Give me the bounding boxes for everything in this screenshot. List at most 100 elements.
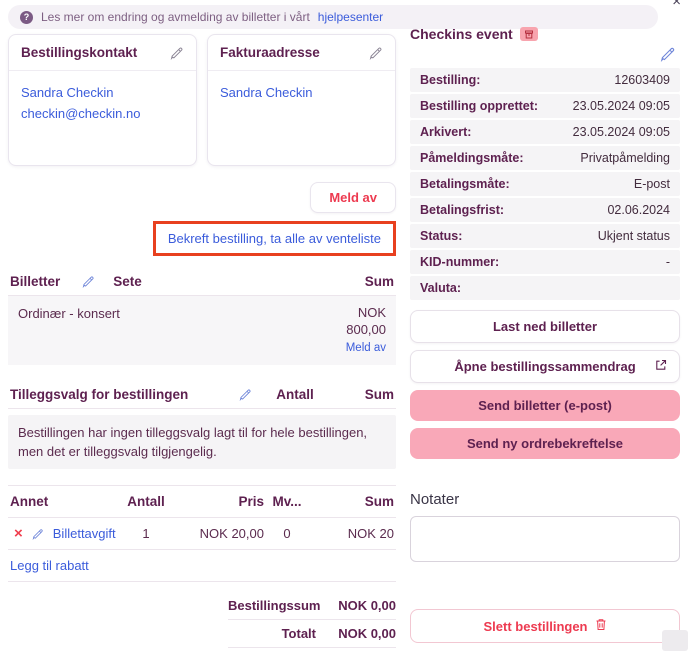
help-banner: ? Les mer om endring og avmelding av bil…: [8, 5, 658, 29]
archived-badge-icon: [519, 27, 538, 41]
event-title: Checkins event: [410, 26, 513, 42]
addons-empty-text: Bestillingen har ingen tilleggsvalg lagt…: [8, 415, 396, 469]
notes-textarea[interactable]: [410, 516, 680, 562]
other-title: Annet: [10, 494, 49, 509]
send-order-confirmation-button[interactable]: Send ny ordrebekreftelse: [410, 428, 680, 459]
booking-contact-header: Bestillingskontakt: [9, 35, 196, 71]
invoice-address-name[interactable]: Sandra Checkin: [220, 85, 313, 100]
detail-row: Påmeldingsmåte: Privatpåmelding: [410, 146, 680, 170]
detail-value: 23.05.2024 09:05: [572, 99, 670, 113]
tickets-title: Billetter: [10, 274, 61, 289]
total-row: Totalt NOK 0,00: [228, 620, 396, 648]
event-edit-row: [410, 44, 680, 68]
detail-value: Privatpåmelding: [580, 151, 670, 165]
fee-sum: NOK 20: [347, 526, 394, 541]
detail-label: Arkivert:: [420, 125, 472, 139]
detail-label: Status:: [420, 229, 463, 243]
confirm-row: Bekreft bestilling, ta alle av ventelist…: [8, 221, 396, 256]
other-header: Annet Antall Pris Mv... Sum: [8, 485, 396, 518]
send-tickets-button[interactable]: Send billetter (e-post): [410, 390, 680, 421]
edit-booking-contact-icon[interactable]: [170, 46, 184, 60]
question-icon: ?: [20, 10, 33, 24]
ticket-name: Ordinær - konsert: [18, 306, 120, 321]
addons-col-sum: Sum: [364, 387, 394, 402]
open-order-summary-button[interactable]: Åpne bestillingssammendrag: [410, 350, 680, 383]
addons-col-qty: Antall: [276, 387, 314, 402]
detail-label: KID-nummer:: [420, 255, 500, 269]
open-order-summary-label: Åpne bestillingssammendrag: [454, 359, 636, 374]
tickets-header: Billetter Sete Sum: [8, 268, 396, 296]
help-center-link[interactable]: hjelpesenter: [317, 10, 384, 24]
subtotal-value: NOK 0,00: [338, 598, 396, 613]
fee-price: NOK 20,00: [199, 526, 264, 541]
left-column: Bestillingskontakt Sandra Checkin checki…: [8, 34, 396, 651]
detail-value: E-post: [633, 177, 670, 191]
detail-row: Betalingsfrist: 02.06.2024: [410, 198, 680, 222]
booking-contact-title: Bestillingskontakt: [21, 45, 138, 60]
booking-contact-name[interactable]: Sandra Checkin: [21, 85, 114, 100]
meld-av-button[interactable]: Meld av: [310, 182, 396, 213]
remove-fee-icon[interactable]: ×: [10, 526, 23, 541]
delete-order-label: Slett bestillingen: [483, 618, 588, 634]
detail-row: Betalingsmåte: E-post: [410, 172, 680, 196]
invoice-address-header: Fakturaadresse: [208, 35, 395, 71]
fee-name-link[interactable]: Billettavgift: [52, 526, 116, 541]
detail-row: Valuta:: [410, 276, 680, 300]
edit-fee-icon[interactable]: [32, 528, 44, 540]
external-link-icon: [655, 359, 667, 374]
banner-text: Les mer om endring og avmelding av bille…: [41, 10, 310, 24]
detail-row: Bestilling: 12603409: [410, 68, 680, 92]
tickets-col-sum: Sum: [364, 274, 394, 289]
totals-block: Bestillingssum NOK 0,00 Totalt NOK 0,00: [228, 592, 396, 648]
scrollbar-corner[interactable]: [662, 630, 688, 651]
edit-addons-icon[interactable]: [239, 388, 252, 401]
delete-order-button[interactable]: Slett bestillingen: [410, 609, 680, 643]
trash-icon: [595, 618, 607, 634]
detail-value: Ukjent status: [597, 229, 670, 243]
add-discount-row: Legg til rabatt: [8, 550, 396, 582]
total-value: NOK 0,00: [338, 626, 396, 641]
detail-row: KID-nummer: -: [410, 250, 680, 274]
edit-tickets-icon[interactable]: [82, 275, 95, 288]
download-tickets-button[interactable]: Last ned billetter: [410, 310, 680, 343]
right-column: Checkins event Bestilling: 12603409 Best…: [410, 24, 680, 643]
detail-row: Bestilling opprettet: 23.05.2024 09:05: [410, 94, 680, 118]
highlight-annotation: Bekreft bestilling, ta alle av ventelist…: [152, 221, 396, 256]
detail-label: Betalingsmåte:: [420, 177, 510, 191]
invoice-address-body: Sandra Checkin: [208, 71, 395, 114]
ticket-sum-amount: 800,00: [346, 322, 386, 337]
invoice-address-card: Fakturaadresse Sandra Checkin: [207, 34, 396, 166]
edit-invoice-address-icon[interactable]: [369, 46, 383, 60]
addons-header: Tilleggsvalg for bestillingen Antall Sum: [8, 381, 396, 409]
detail-label: Valuta:: [420, 281, 461, 295]
fee-qty: 1: [142, 526, 150, 541]
event-title-row: Checkins event: [410, 24, 680, 44]
booking-contact-email[interactable]: checkin@checkin.no: [21, 106, 141, 121]
notes-label: Notater: [410, 491, 460, 508]
detail-value: 12603409: [614, 73, 670, 87]
detail-label: Bestilling opprettet:: [420, 99, 539, 113]
detail-label: Påmeldingsmåte:: [420, 151, 524, 165]
other-row: × Billettavgift 1 NOK 20,00 0 NOK 20: [8, 518, 396, 550]
detail-row: Arkivert: 23.05.2024 09:05: [410, 120, 680, 144]
fee-vat: 0: [283, 526, 291, 541]
detail-label: Betalingsfrist:: [420, 203, 505, 217]
detail-value: 02.06.2024: [607, 203, 670, 217]
add-discount-link[interactable]: Legg til rabatt: [10, 558, 89, 573]
ticket-row: Ordinær - konsert NOK 800,00 Meld av: [8, 296, 396, 365]
detail-label: Bestilling:: [420, 73, 481, 87]
other-col-qty: Antall: [127, 494, 165, 509]
other-col-price: Pris: [238, 494, 264, 509]
booking-contact-body: Sandra Checkin checkin@checkin.no: [9, 71, 196, 135]
addons-title: Tilleggsvalg for bestillingen: [10, 387, 189, 402]
booking-contact-card: Bestillingskontakt Sandra Checkin checki…: [8, 34, 197, 166]
ticket-meld-av-link[interactable]: Meld av: [345, 342, 386, 354]
close-icon[interactable]: ×: [672, 0, 681, 10]
event-buttons: Last ned billetter Åpne bestillingssamme…: [410, 310, 680, 459]
detail-row: Status: Ukjent status: [410, 224, 680, 248]
subtotal-label: Bestillingssum: [228, 598, 321, 613]
edit-event-icon[interactable]: [660, 46, 676, 62]
confirm-waitlist-button[interactable]: Bekreft bestilling, ta alle av ventelist…: [155, 224, 393, 253]
invoice-address-title: Fakturaadresse: [220, 45, 320, 60]
